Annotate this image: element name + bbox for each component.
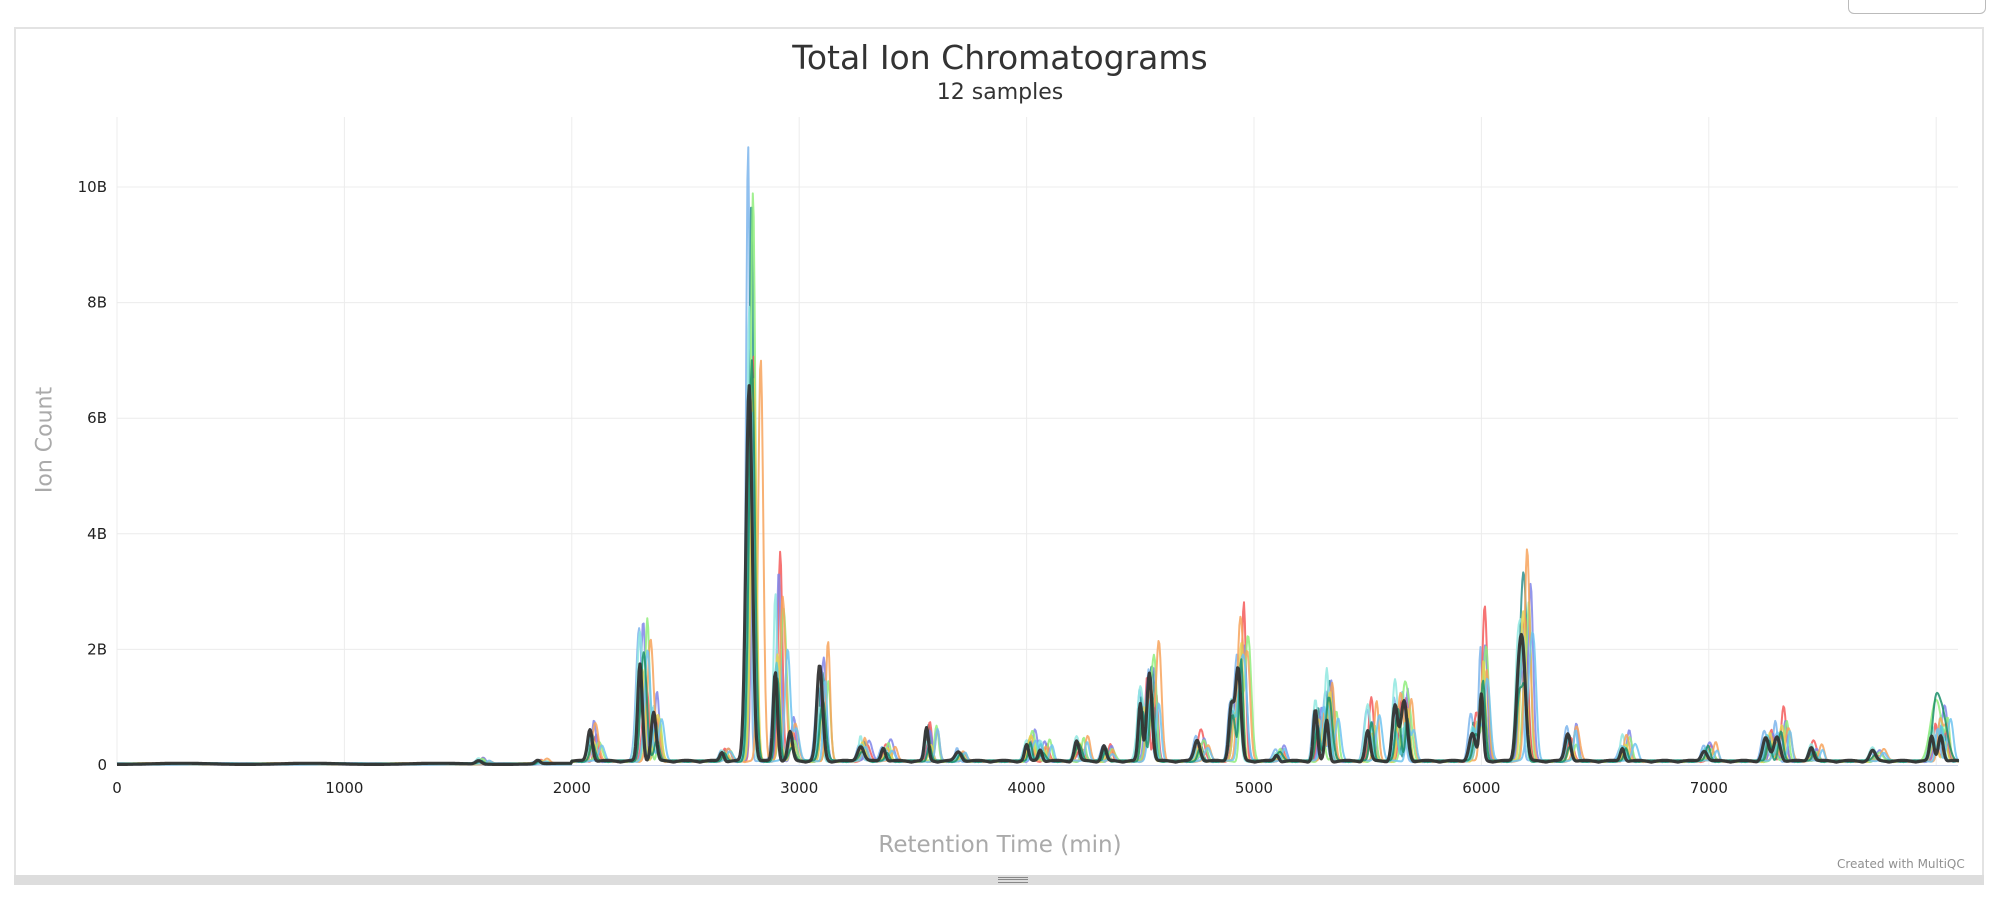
- series-line-9: [116, 411, 1960, 766]
- x-tick-label: 2000: [553, 779, 591, 797]
- series-line-2: [116, 206, 1960, 766]
- x-tick-label: 4000: [1008, 779, 1046, 797]
- series-line-12: [116, 384, 1960, 766]
- series-line-7: [116, 359, 1960, 766]
- resize-handle[interactable]: [14, 875, 1984, 885]
- y-tick-label: 6B: [87, 409, 107, 427]
- x-axis-label: Retention Time (min): [878, 832, 1122, 858]
- series-line-11: [116, 359, 1960, 766]
- series-line-6: [116, 192, 1959, 766]
- series-line-8: [116, 378, 1959, 766]
- credits-link[interactable]: Created with MultiQC: [1837, 857, 1965, 871]
- x-tick-label: 1000: [325, 779, 363, 797]
- chart-panel: [14, 27, 1984, 877]
- export-button[interactable]: [1848, 0, 1986, 14]
- x-tick-label: 6000: [1462, 779, 1500, 797]
- y-tick-label: 4B: [87, 525, 107, 543]
- chart-title: Total Ion Chromatograms: [792, 38, 1208, 77]
- grip-icon: [998, 877, 1028, 883]
- y-tick-label: 8B: [87, 294, 107, 312]
- series-line-5: [116, 305, 1960, 766]
- y-tick-label: 0: [97, 756, 107, 774]
- x-tick-label: 7000: [1690, 779, 1728, 797]
- x-tick-label: 0: [112, 779, 122, 797]
- series-line-10: [116, 425, 1959, 766]
- x-tick-label: 5000: [1235, 779, 1273, 797]
- x-tick-label: 3000: [780, 779, 818, 797]
- x-tick-label: 8000: [1917, 779, 1955, 797]
- series-line-4: [116, 417, 1960, 766]
- series-line-1: [116, 146, 1960, 766]
- chart-subtitle: 12 samples: [936, 80, 1064, 105]
- y-tick-label: 10B: [78, 178, 107, 196]
- y-tick-label: 2B: [87, 640, 107, 658]
